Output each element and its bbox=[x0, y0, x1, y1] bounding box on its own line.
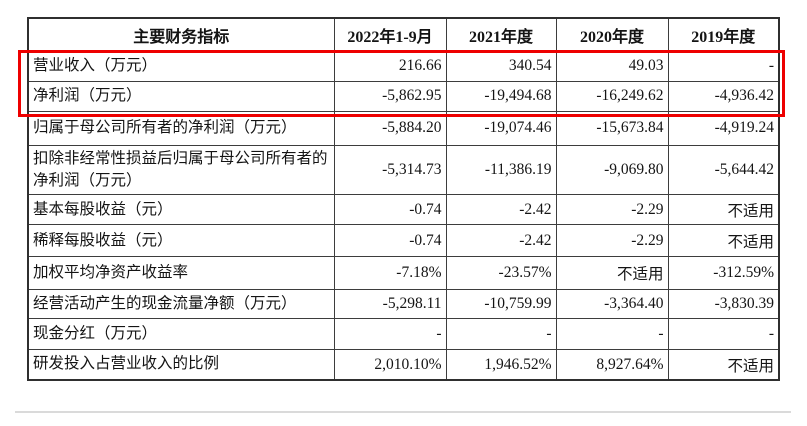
value-cell: 49.03 bbox=[555, 50, 669, 82]
value-cell: -5,644.42 bbox=[667, 144, 780, 196]
value-cell: -9,069.80 bbox=[555, 144, 669, 196]
value-cell: -15,673.84 bbox=[555, 110, 669, 146]
header-row: 主要财务指标 2022年1-9月 2021年度 2020年度 2019年度 bbox=[27, 17, 780, 52]
value-cell: 不适用 bbox=[667, 224, 780, 258]
value-cell: -2.42 bbox=[445, 224, 557, 258]
value-cell: -4,936.42 bbox=[667, 80, 780, 112]
indicator-label: 基本每股收益（元） bbox=[27, 194, 335, 226]
indicator-label: 现金分红（万元） bbox=[27, 318, 335, 351]
indicator-label: 营业收入（万元） bbox=[27, 50, 335, 82]
indicator-label: 加权平均净资产收益率 bbox=[27, 256, 335, 291]
value-cell: -5,862.95 bbox=[333, 80, 447, 112]
value-cell: -2.42 bbox=[445, 194, 557, 226]
value-cell: - bbox=[555, 318, 669, 351]
table-row: 稀释每股收益（元） -0.74 -2.42 -2.29 不适用 bbox=[27, 224, 780, 258]
indicator-label: 净利润（万元） bbox=[27, 80, 335, 112]
value-cell: -4,919.24 bbox=[667, 110, 780, 146]
header-cell: 2022年1-9月 bbox=[333, 17, 447, 52]
value-cell: -3,830.39 bbox=[667, 289, 780, 320]
table-body: 营业收入（万元） 216.66 340.54 49.03- 净利润（万元） -5,862.… bbox=[27, 50, 780, 381]
indicator-label: 扣除非经常性损益后归属于母公司所有者的净利润（万元） bbox=[27, 144, 335, 196]
value-cell: -19,074.46 bbox=[445, 110, 557, 146]
value-cell: -5,884.20 bbox=[333, 110, 447, 146]
value-cell: -5,314.73 bbox=[333, 144, 447, 196]
value-cell: -2.29 bbox=[555, 194, 669, 226]
value-cell: 不适用 bbox=[667, 194, 780, 226]
table-row-highlighted: 营业收入（万元） 216.66 340.54 49.03- bbox=[27, 50, 780, 82]
table-row: 扣除非经常性损益后归属于母公司所有者的净利润（万元） -5,314.73 -11,3… bbox=[27, 144, 780, 196]
value-cell: -10,759.99 bbox=[445, 289, 557, 320]
value-cell: -23.57% bbox=[445, 256, 557, 291]
value-cell: -5,298.11 bbox=[333, 289, 447, 320]
indicator-label: 稀释每股收益（元） bbox=[27, 224, 335, 258]
value-cell: - bbox=[667, 318, 780, 351]
value-cell: 8,927.64% bbox=[555, 349, 669, 381]
value-cell: -2.29 bbox=[555, 224, 669, 258]
value-cell: 不适用 bbox=[555, 256, 669, 291]
page-divider-line bbox=[15, 411, 791, 413]
value-cell: -312.59% bbox=[667, 256, 780, 291]
value-cell: -19,494.68 bbox=[445, 80, 557, 112]
table-row-highlighted: 净利润（万元） -5,862.95 -19,494.68 -16,249.62 -4,9… bbox=[27, 80, 780, 112]
value-cell: -16,249.62 bbox=[555, 80, 669, 112]
header-cell: 主要财务指标 bbox=[27, 17, 335, 52]
value-cell: -3,364.40 bbox=[555, 289, 669, 320]
value-cell: -11,386.19 bbox=[445, 144, 557, 196]
indicator-label: 研发投入占营业收入的比例 bbox=[27, 349, 335, 381]
table-row: 归属于母公司所有者的净利润（万元） -5,884.20 -19,074.46 -15,… bbox=[27, 110, 780, 146]
table-row: 基本每股收益（元） -0.74 -2.42 -2.29 不适用 bbox=[27, 194, 780, 226]
value-cell: - bbox=[667, 50, 780, 82]
value-cell: -0.74 bbox=[333, 194, 447, 226]
financial-indicators-table: 主要财务指标 2022年1-9月 2021年度 2020年度 2019年度 营业收入（万… bbox=[27, 17, 780, 381]
value-cell: - bbox=[333, 318, 447, 351]
value-cell: 216.66 bbox=[333, 50, 447, 82]
indicator-label: 归属于母公司所有者的净利润（万元） bbox=[27, 110, 335, 146]
table-row: 研发投入占营业收入的比例 2,010.10% 1,946.52% 8,927.64% 不… bbox=[27, 349, 780, 381]
value-cell: 2,010.10% bbox=[333, 349, 447, 381]
value-cell: 340.54 bbox=[445, 50, 557, 82]
value-cell: -7.18% bbox=[333, 256, 447, 291]
table-row: 加权平均净资产收益率 -7.18% -23.57% 不适用 -312.59% bbox=[27, 256, 780, 291]
value-cell: - bbox=[445, 318, 557, 351]
table-row: 经营活动产生的现金流量净额（万元） -5,298.11 -10,759.99 -3,3… bbox=[27, 289, 780, 320]
header-cell: 2021年度 bbox=[445, 17, 557, 52]
value-cell: 不适用 bbox=[667, 349, 780, 381]
value-cell: -0.74 bbox=[333, 224, 447, 258]
header-cell: 2019年度 bbox=[667, 17, 780, 52]
indicator-label: 经营活动产生的现金流量净额（万元） bbox=[27, 289, 335, 320]
table-row: 现金分红（万元） - - - - bbox=[27, 318, 780, 351]
header-cell: 2020年度 bbox=[555, 17, 669, 52]
value-cell: 1,946.52% bbox=[445, 349, 557, 381]
